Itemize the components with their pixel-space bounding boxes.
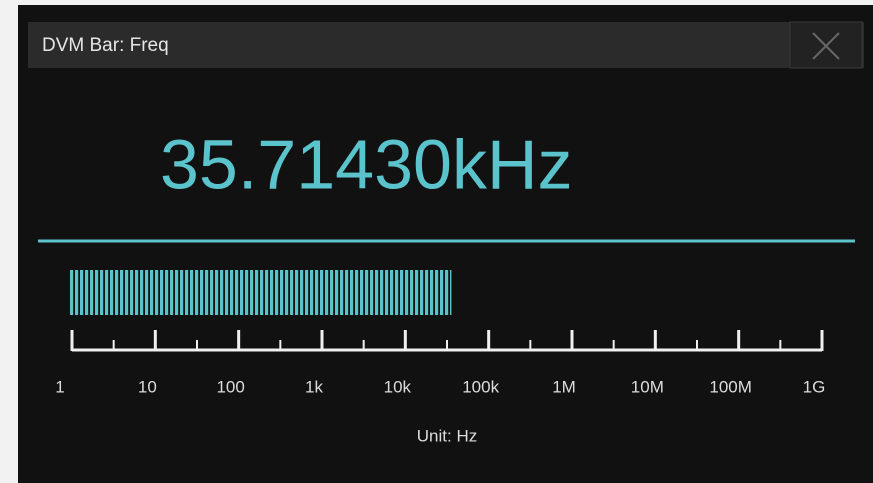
- tick-label: 10: [138, 377, 157, 396]
- separator: [38, 239, 855, 243]
- tick-label: 1: [55, 377, 64, 396]
- tick-label: 100k: [462, 377, 499, 396]
- tick-label: 1M: [552, 377, 576, 396]
- tick-label: 10k: [384, 377, 412, 396]
- window-body: [18, 5, 873, 483]
- level-bar: [70, 270, 452, 315]
- tick-label: 1k: [305, 377, 323, 396]
- tick-label: 100M: [709, 377, 752, 396]
- tick-label: 100: [216, 377, 244, 396]
- tick-label: 10M: [631, 377, 664, 396]
- reading: 35.71430kHz: [160, 125, 573, 203]
- window-title: DVM Bar: Freq: [42, 35, 169, 56]
- close-button[interactable]: [789, 21, 863, 69]
- unit-label: Unit: Hz: [417, 426, 477, 445]
- title-bar: [28, 22, 864, 68]
- tick-label: 1G: [803, 377, 826, 396]
